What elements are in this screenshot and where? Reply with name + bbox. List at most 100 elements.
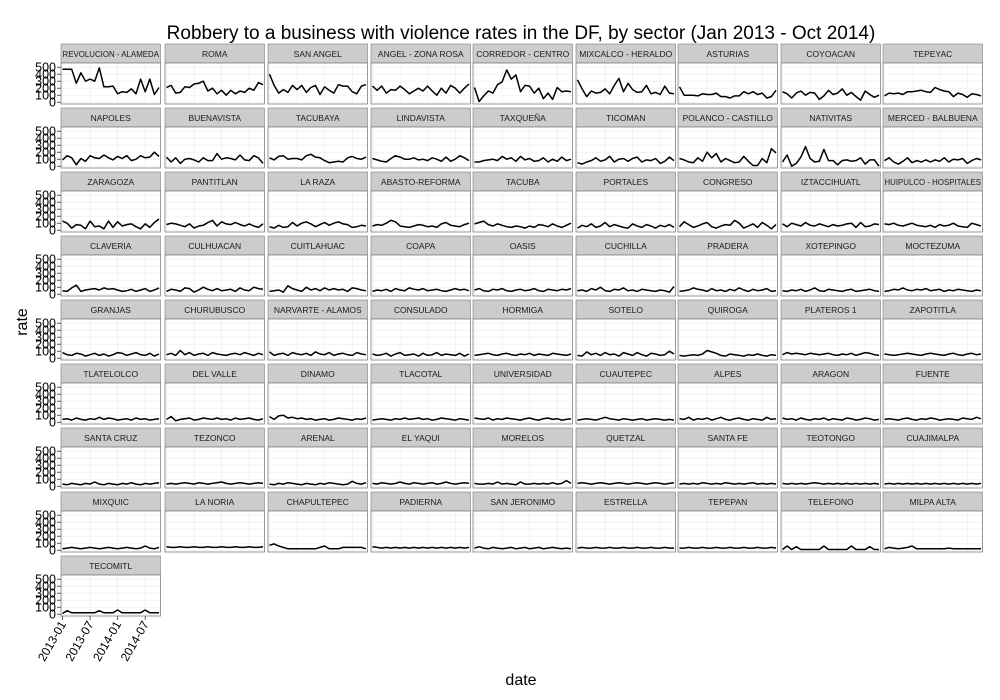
y-tick-label: 500: [35, 189, 56, 203]
panel-border: [780, 190, 881, 233]
panel-border: [575, 126, 676, 169]
facet-label: CHURUBUSCO: [184, 305, 245, 315]
series-line: [166, 349, 264, 357]
y-tick-label: 400: [35, 68, 56, 82]
series-line: [165, 152, 264, 165]
panel-background: [473, 511, 573, 552]
panel-background: [883, 127, 983, 168]
panel-border: [472, 446, 573, 489]
panel-background: [781, 63, 881, 104]
series-line: [678, 219, 777, 230]
series-line: [884, 416, 982, 421]
panel-border: [677, 382, 778, 425]
series-line: [62, 67, 160, 96]
panel-background: [576, 511, 676, 552]
panel-border: [472, 126, 573, 169]
facet-label: LINDAVISTA: [397, 113, 446, 123]
y-tick-label: 300: [35, 395, 56, 409]
y-tick-label: 300: [35, 139, 56, 153]
panel-border: [60, 190, 161, 233]
panel-border: [164, 126, 265, 169]
panel-border: [370, 510, 471, 553]
y-tick-label: 100: [35, 537, 56, 551]
y-tick-label: 500: [35, 61, 56, 75]
x-axis-label: date: [505, 672, 536, 689]
facet-label: TEPEYAC: [913, 49, 952, 59]
series-line: [576, 77, 675, 98]
series-line: [372, 219, 470, 229]
panel-background: [678, 255, 778, 296]
y-tick-label: 200: [35, 466, 56, 480]
y-tick-label: 400: [35, 388, 56, 402]
facet-label: CUAJIMALPA: [906, 433, 959, 443]
panel-background: [678, 127, 778, 168]
series-line: [577, 546, 674, 549]
facet-label: MIXCALCO - HERALDO: [579, 49, 672, 59]
panel-border: [677, 254, 778, 297]
series-line: [371, 83, 470, 96]
panel-background: [61, 511, 161, 552]
series-line: [372, 417, 470, 421]
facet-label: CORREDOR - CENTRO: [476, 49, 569, 59]
y-tick-label: 300: [35, 75, 56, 89]
facet-label: CHAPULTEPEC: [287, 497, 349, 507]
facet-label: SANTA FE: [708, 433, 749, 443]
panel-border: [370, 126, 471, 169]
y-tick-label: 300: [35, 459, 56, 473]
facet-label: FUENTE: [916, 369, 950, 379]
series-line: [679, 546, 777, 549]
y-tick-label: 0: [49, 96, 56, 110]
series-line: [269, 480, 367, 486]
series-line: [884, 86, 982, 99]
panel-border: [267, 382, 368, 425]
panel-background: [473, 447, 573, 488]
panel-background: [61, 191, 161, 232]
facet-label: CUITLAHUAC: [291, 241, 345, 251]
facet-label: DEL VALLE: [193, 369, 238, 379]
panel-border: [677, 126, 778, 169]
facet-label: QUETZAL: [606, 433, 645, 443]
panel-border: [267, 510, 368, 553]
panel-border: [60, 126, 161, 169]
series-line: [474, 545, 572, 550]
panel-border: [60, 254, 161, 297]
series-line: [269, 414, 367, 421]
panel-background: [781, 511, 881, 552]
panel-background: [61, 383, 161, 424]
panel-border: [370, 254, 471, 297]
panel-background: [61, 127, 161, 168]
panel-border: [60, 318, 161, 361]
y-tick-label: 500: [35, 573, 56, 587]
y-tick-label: 300: [35, 267, 56, 281]
panel-border: [267, 126, 368, 169]
panel-border: [575, 318, 676, 361]
series-line: [577, 155, 675, 165]
y-tick-label: 200: [35, 594, 56, 608]
panel-border: [60, 510, 161, 553]
series-line: [474, 220, 572, 229]
series-line: [166, 219, 264, 229]
facet-label: IZTACCIHUATL: [801, 177, 861, 187]
series-line: [474, 287, 572, 293]
panel-border: [677, 190, 778, 233]
panel-background: [678, 319, 778, 360]
panel-background: [371, 63, 471, 104]
y-tick-label: 500: [35, 125, 56, 139]
panel-background: [61, 575, 161, 616]
facet-label: TICOMAN: [606, 113, 645, 123]
y-tick-label: 0: [49, 608, 56, 622]
facet-label: MIXQUIC: [93, 497, 129, 507]
facet-label: ZAPOTITLA: [910, 305, 957, 315]
panel-border: [780, 446, 881, 489]
y-tick-label: 400: [35, 132, 56, 146]
series-line: [62, 218, 160, 230]
series-line: [679, 481, 777, 485]
facet-label: HORMIGA: [502, 305, 543, 315]
series-line: [166, 286, 264, 293]
facet-label: PLATEROS 1: [805, 305, 857, 315]
facet-label: ARENAL: [301, 433, 335, 443]
y-tick-label: 0: [49, 480, 56, 494]
series-line: [782, 417, 880, 421]
y-tick-label: 400: [35, 516, 56, 530]
